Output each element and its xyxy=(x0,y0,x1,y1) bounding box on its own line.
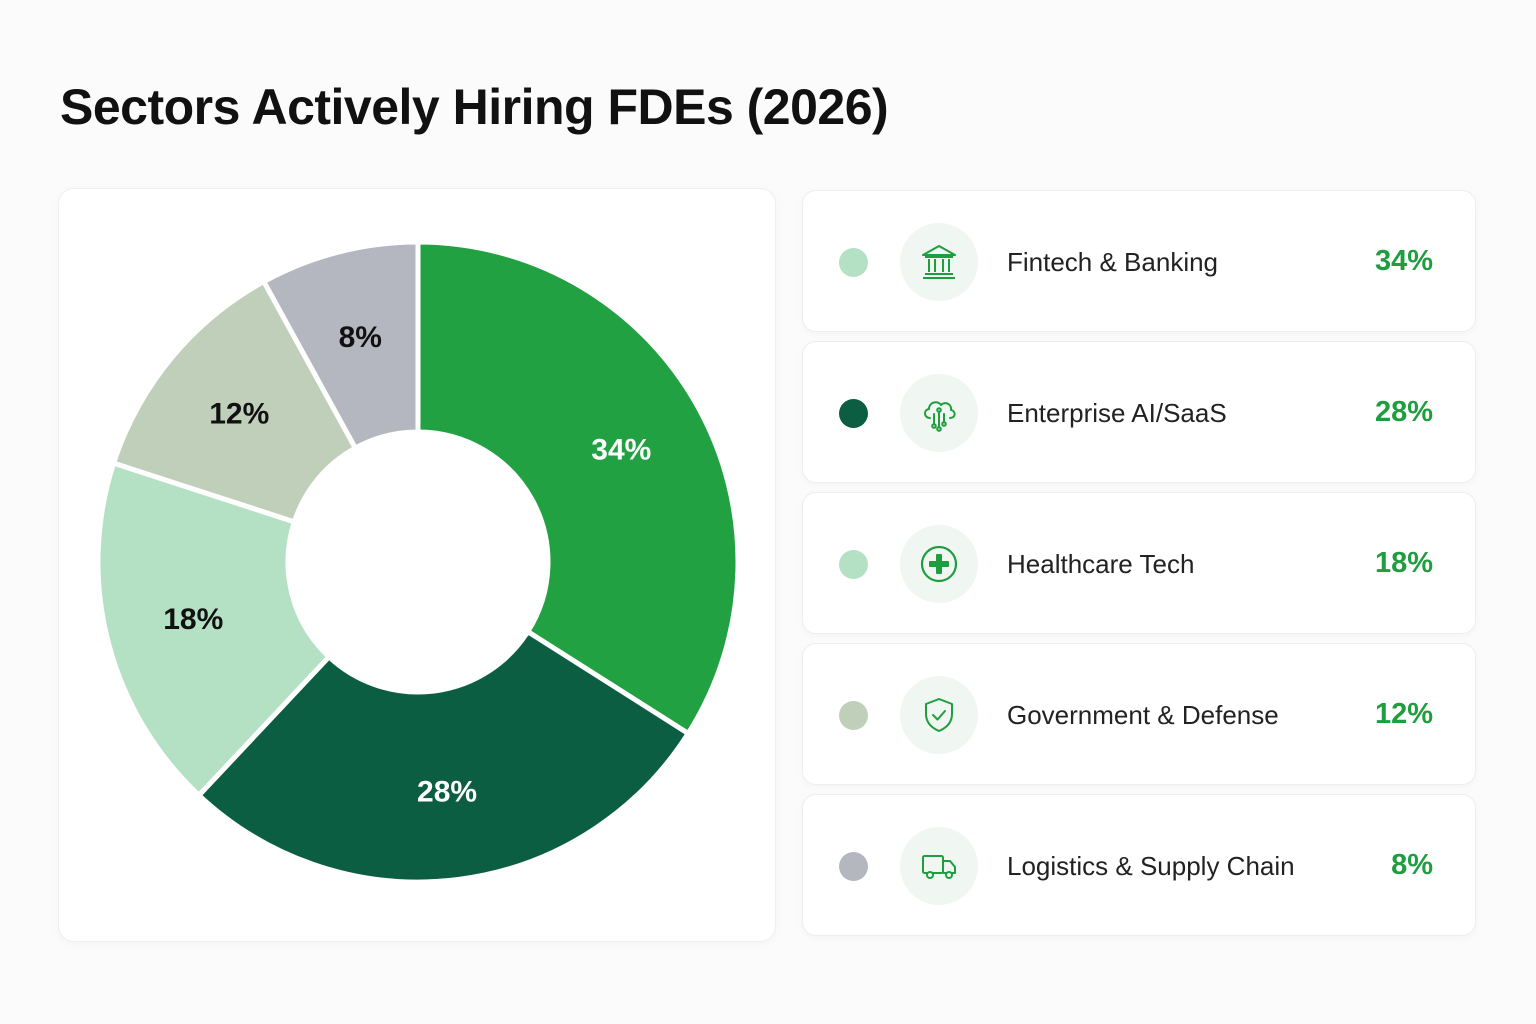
legend-value: 8% xyxy=(1391,849,1433,881)
slice-label: 28% xyxy=(417,776,477,809)
legend-value: 18% xyxy=(1374,547,1433,579)
legend-swatch xyxy=(839,550,868,579)
slice-label: 18% xyxy=(163,603,223,636)
slice-label: 12% xyxy=(209,398,269,431)
cloud-network-icon xyxy=(900,374,978,452)
legend-row-healthcare: Healthcare Tech 18% xyxy=(802,492,1476,634)
legend-value: 34% xyxy=(1374,245,1433,277)
legend-value: 28% xyxy=(1374,396,1433,428)
legend-row-government: Government & Defense 12% xyxy=(802,643,1476,785)
legend-label: Government & Defense xyxy=(1007,700,1279,730)
shield-check-icon xyxy=(900,676,978,754)
donut-slice xyxy=(196,629,691,885)
truck-icon xyxy=(900,827,978,905)
legend-label: Fintech & Banking xyxy=(1007,247,1219,277)
donut-chart-card: 34% 28% 18% 12% 8% xyxy=(58,188,776,942)
legend-swatch xyxy=(839,248,868,277)
slice-label: 8% xyxy=(339,321,382,354)
legend-row-fintech: Fintech & Banking 34% xyxy=(802,190,1476,332)
slice-label: 34% xyxy=(591,434,651,467)
legend-list: Fintech & Banking 34% Enterprise AI/SaaS… xyxy=(802,190,1476,945)
bank-icon xyxy=(900,223,978,301)
page-title: Sectors Actively Hiring FDEs (2026) xyxy=(60,79,889,135)
legend-row-logistics: Logistics & Supply Chain 8% xyxy=(802,794,1476,936)
legend-row-enterprise-ai: Enterprise AI/SaaS 28% xyxy=(802,341,1476,483)
legend-swatch xyxy=(839,852,868,881)
legend-swatch xyxy=(839,701,868,730)
legend-label: Logistics & Supply Chain xyxy=(1007,851,1295,881)
donut-slice xyxy=(261,239,421,451)
medical-cross-icon xyxy=(900,525,978,603)
legend-swatch xyxy=(839,399,868,428)
donut-slice xyxy=(95,460,332,798)
donut-slice xyxy=(415,239,741,736)
donut-chart: 34% 28% 18% 12% 8% xyxy=(95,239,741,885)
legend-value: 12% xyxy=(1374,698,1433,730)
legend-label: Enterprise AI/SaaS xyxy=(1007,398,1227,428)
legend-label: Healthcare Tech xyxy=(1007,549,1195,579)
